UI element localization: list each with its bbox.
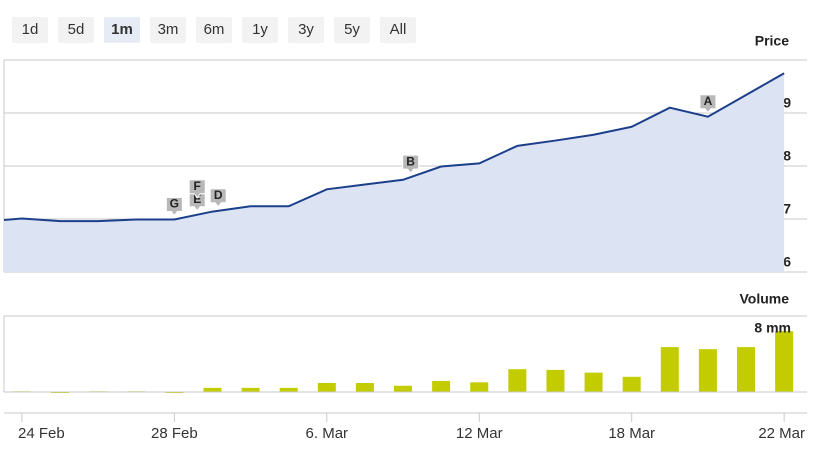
range-button[interactable]: 5d bbox=[58, 17, 94, 43]
button-label: 1d bbox=[22, 21, 39, 38]
volume-bar bbox=[279, 387, 298, 392]
volume-bar bbox=[241, 387, 260, 392]
flag[interactable]: D bbox=[209, 188, 227, 208]
flag-label: D bbox=[214, 188, 223, 202]
button-bg bbox=[334, 17, 370, 43]
volume-bar bbox=[355, 383, 374, 392]
panel-title: Volume bbox=[739, 291, 789, 307]
volume-bar bbox=[660, 347, 679, 392]
range-button[interactable]: 3y bbox=[288, 17, 324, 43]
button-label: All bbox=[390, 21, 407, 38]
flag-label: B bbox=[406, 154, 415, 168]
range-button[interactable]: 1m bbox=[104, 17, 140, 43]
x-tick-label: 24 Feb bbox=[18, 425, 65, 442]
button-label: 1m bbox=[111, 21, 133, 38]
range-button: 5y bbox=[334, 17, 370, 43]
flag-box bbox=[699, 94, 717, 114]
range-button[interactable]: 1d bbox=[12, 17, 48, 43]
range-button[interactable]: 1y bbox=[242, 17, 278, 43]
flag[interactable]: E bbox=[188, 192, 206, 212]
flag-label: E bbox=[193, 192, 201, 206]
range-button[interactable]: All bbox=[380, 17, 416, 43]
button-label: 5y bbox=[344, 21, 360, 38]
flag-box bbox=[209, 188, 227, 208]
price-area bbox=[4, 73, 785, 272]
button-label: 3y bbox=[298, 21, 314, 38]
button-label: 5d bbox=[68, 21, 85, 38]
flag-box bbox=[165, 197, 183, 217]
flag[interactable]: A bbox=[699, 94, 717, 114]
flag-label: F bbox=[194, 179, 201, 193]
button-bg bbox=[288, 17, 324, 43]
volume-bar bbox=[584, 372, 603, 392]
panel-title: Price bbox=[755, 33, 789, 49]
x-tick-label: 28 Feb bbox=[151, 425, 198, 442]
button-bg bbox=[242, 17, 278, 43]
volume-bar bbox=[737, 347, 756, 392]
range-button[interactable]: 6m bbox=[196, 17, 232, 43]
flag-box bbox=[188, 179, 206, 199]
volume-bar bbox=[508, 369, 527, 392]
volume-bar bbox=[394, 385, 413, 392]
button-bg bbox=[380, 17, 416, 43]
flag-box bbox=[188, 192, 206, 212]
volume-bar bbox=[775, 331, 794, 392]
price-plot bbox=[4, 72, 785, 272]
x-tick-label: 22 Mar bbox=[758, 425, 805, 442]
volume-bar bbox=[432, 380, 451, 392]
button-label: 6m bbox=[204, 21, 225, 38]
volume-bar bbox=[622, 376, 641, 392]
flag[interactable]: F bbox=[188, 179, 206, 199]
price-line bbox=[4, 72, 785, 223]
volume-bar bbox=[470, 382, 489, 392]
volume-bar bbox=[698, 349, 717, 392]
flag-label: A bbox=[704, 94, 713, 108]
flag-box bbox=[402, 154, 420, 174]
button-bg bbox=[12, 17, 48, 43]
range-button[interactable]: 3m bbox=[150, 17, 186, 43]
x-tick-label: 18 Mar bbox=[608, 425, 655, 442]
flag-label: G bbox=[170, 197, 179, 211]
y-tick-label: 8 mm bbox=[754, 319, 791, 335]
volume-bar bbox=[317, 383, 336, 392]
button-bg bbox=[104, 17, 140, 43]
volume-bar bbox=[546, 369, 565, 392]
button-bg bbox=[150, 17, 186, 43]
flag[interactable]: G bbox=[165, 197, 183, 217]
flag[interactable]: B bbox=[402, 154, 420, 174]
button-bg bbox=[58, 17, 94, 43]
button-label: 3m bbox=[158, 21, 179, 38]
x-tick-label: 6. Mar bbox=[306, 425, 349, 442]
button-bg bbox=[196, 17, 232, 43]
volume-bar bbox=[203, 387, 222, 392]
button-label: 1y bbox=[252, 21, 268, 38]
x-tick-label: 12 Mar bbox=[456, 425, 503, 442]
